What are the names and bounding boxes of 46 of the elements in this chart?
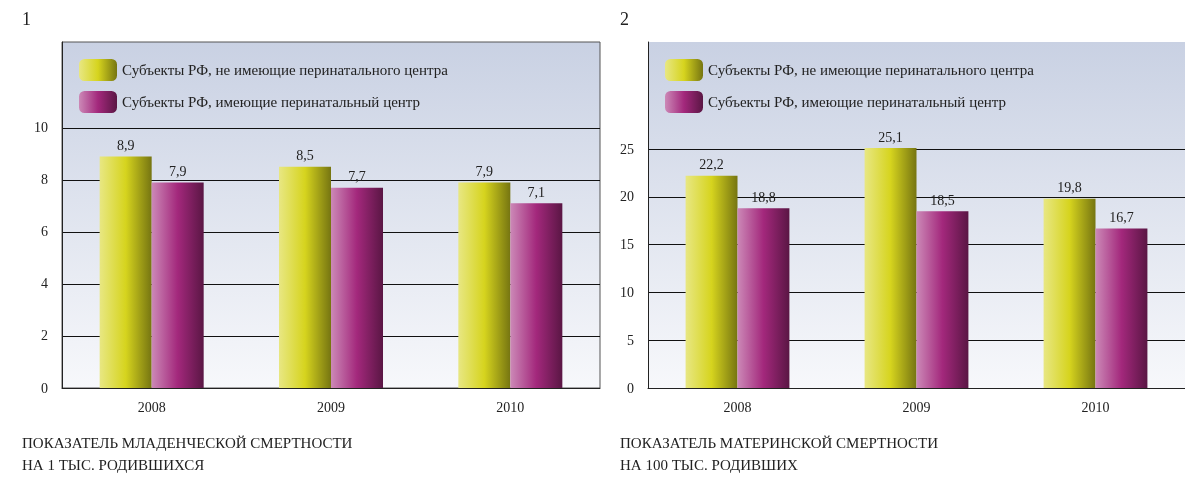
bar: [331, 187, 384, 388]
x-tick-label: 2009: [317, 399, 345, 415]
legend-label: Субъекты РФ, имеющие перинатальный центр: [122, 94, 421, 110]
data-label: 22,2: [699, 157, 724, 173]
data-label: 25,1: [878, 129, 903, 145]
bar: [864, 148, 917, 388]
data-label: 16,7: [1109, 209, 1134, 225]
y-tick-label: 20: [620, 189, 634, 205]
data-label: 7,9: [168, 163, 187, 179]
bar: [99, 156, 152, 388]
x-tick-label: 2009: [902, 399, 931, 415]
data-label: 7,1: [527, 184, 546, 200]
y-tick-label: 2: [41, 328, 48, 344]
y-tick-label: 4: [41, 276, 48, 292]
legend-label: Субъекты РФ, не имеющие перинатального центра: [122, 62, 449, 78]
y-tick-label: 15: [620, 237, 634, 253]
y-tick-label: 8: [41, 172, 48, 188]
y-tick-label: 0: [41, 380, 48, 396]
bar: [278, 166, 331, 388]
bar: [151, 182, 204, 388]
bar: [1095, 228, 1148, 388]
y-tick-label: 5: [627, 332, 634, 348]
legend-label: Субъекты РФ, имеющие перинатальный центр: [708, 94, 1007, 110]
y-tick-label: 10: [620, 284, 634, 300]
y-tick-label: 25: [620, 141, 634, 157]
data-label: 8,9: [116, 137, 135, 153]
bar: [685, 175, 738, 388]
bar: [737, 208, 790, 388]
bar: [510, 203, 563, 388]
data-label: 7,9: [475, 163, 494, 179]
chart-title: 1: [22, 9, 31, 29]
data-label: 19,8: [1057, 180, 1082, 196]
x-tick-label: 2010: [496, 399, 525, 415]
text: ПОКАЗАТЕЛЬ МАТЕРИНСКОЙ СМЕРТНОСТИ НА 100 ТЫС. РОДИВШИХ: [620, 435, 939, 473]
text: ПОКАЗАТЕЛЬ МЛАДЕНЧЕСКОЙ СМЕРТНОСТИ НА 1 ТЫС. РОДИВШИХСЯ: [22, 435, 353, 473]
y-tick-label: 0: [627, 380, 634, 396]
data-label: 8,5: [296, 148, 314, 164]
bar: [1043, 198, 1096, 388]
bar: [458, 182, 511, 388]
y-tick-label: 10: [34, 120, 48, 136]
x-tick-label: 2008: [137, 399, 166, 415]
y-tick-label: 6: [41, 224, 48, 240]
legend-label: Субъекты РФ, не имеющие перинатального центра: [708, 62, 1035, 78]
bar: [916, 211, 969, 388]
x-tick-label: 2008: [723, 399, 752, 415]
x-tick-label: 2010: [1081, 399, 1110, 415]
